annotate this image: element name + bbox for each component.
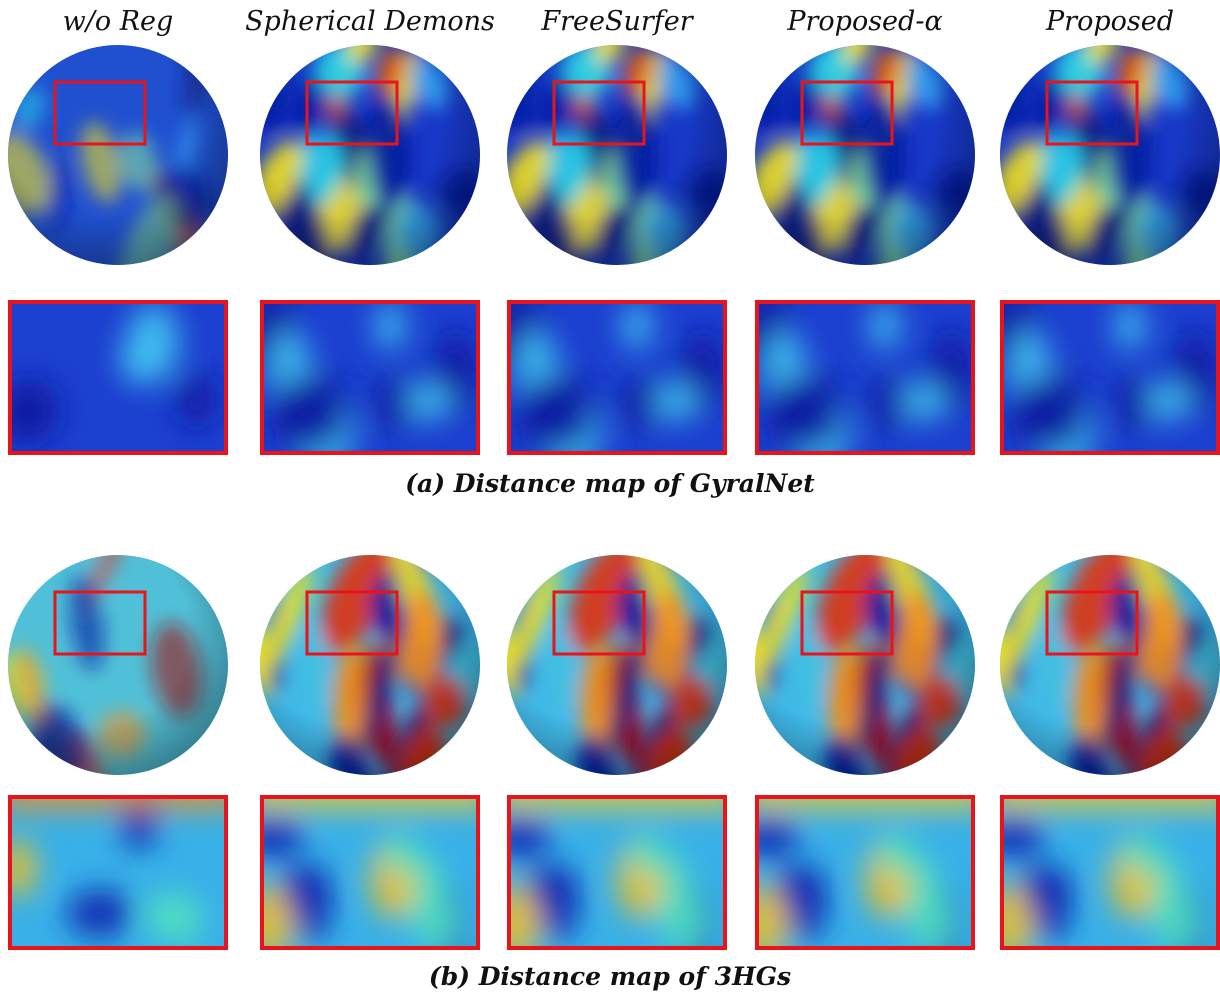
sphere	[732, 8, 981, 314]
blob	[787, 372, 841, 449]
zoom-panel	[0, 775, 238, 950]
blob	[1114, 303, 1145, 350]
sphere-shade	[507, 555, 727, 775]
blob	[621, 303, 652, 350]
zoom-panel	[734, 775, 985, 967]
caption: (a) Distance map of GyralNet	[405, 469, 815, 498]
blob	[177, 372, 215, 427]
sphere	[977, 8, 1220, 314]
blob	[621, 376, 659, 432]
blob	[869, 376, 907, 432]
blob	[630, 834, 667, 875]
column-header: Proposed-α	[786, 6, 942, 37]
blob	[120, 330, 157, 385]
sphere	[484, 8, 733, 314]
blob	[486, 815, 551, 857]
zoom-panel	[491, 291, 727, 471]
blob	[374, 376, 412, 432]
blob	[279, 865, 331, 908]
blob	[250, 775, 490, 810]
blob	[374, 303, 405, 350]
sphere	[0, 25, 228, 328]
sphere	[461, 525, 737, 814]
blob	[0, 775, 238, 810]
sphere-shade	[507, 45, 727, 265]
blob	[67, 889, 132, 938]
sphere-shade	[1000, 45, 1220, 265]
blob	[1123, 834, 1160, 875]
blob	[869, 303, 900, 350]
sphere	[237, 8, 486, 314]
blob	[734, 815, 799, 857]
sphere-shade	[260, 45, 480, 265]
blob	[292, 372, 346, 449]
blob	[1, 839, 36, 898]
column-header: w/o Reg	[63, 6, 174, 37]
blob	[120, 782, 157, 852]
column-header: Proposed	[1045, 6, 1174, 37]
blob	[497, 775, 737, 810]
sphere	[709, 525, 985, 814]
zoom-panel	[0, 300, 228, 455]
zoom-panel	[239, 775, 490, 967]
sphere	[214, 525, 490, 814]
blob	[878, 834, 915, 875]
blob	[745, 775, 985, 810]
blob	[1156, 891, 1199, 955]
sphere-shade	[8, 555, 228, 775]
sphere-shade	[8, 45, 228, 265]
blob	[383, 834, 420, 875]
blob	[165, 893, 202, 947]
sphere	[0, 492, 228, 820]
blob	[239, 815, 304, 857]
blob	[1032, 372, 1086, 449]
column-header: FreeSurfer	[540, 6, 694, 37]
blob	[911, 891, 954, 955]
caption: (b) Distance map of 3HGs	[429, 962, 791, 991]
blob	[990, 775, 1220, 810]
sphere	[954, 525, 1220, 814]
blob	[526, 865, 578, 908]
zoom-panel	[739, 291, 975, 471]
sphere-shade	[755, 45, 975, 265]
blob	[663, 891, 706, 955]
column-header: Spherical Demons	[245, 6, 495, 37]
sphere-shade	[755, 555, 975, 775]
blob	[416, 891, 459, 955]
zoom-panel	[486, 775, 737, 967]
blob	[774, 865, 826, 908]
blob	[1114, 376, 1152, 432]
sphere-shade	[260, 555, 480, 775]
blob	[19, 381, 57, 441]
blob	[979, 815, 1044, 857]
zoom-panel	[979, 775, 1220, 967]
blob	[1019, 865, 1071, 908]
figure: (a) Distance map of GyralNet (b) Distanc…	[0, 0, 1220, 1001]
blob	[539, 372, 593, 449]
zoom-panel	[244, 291, 480, 471]
zoom-panel	[984, 291, 1220, 471]
sphere-shade	[1000, 555, 1220, 775]
